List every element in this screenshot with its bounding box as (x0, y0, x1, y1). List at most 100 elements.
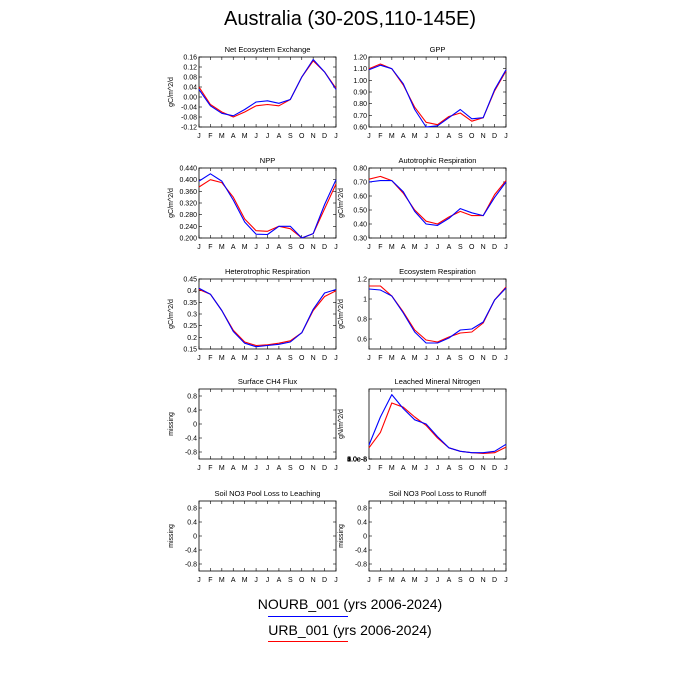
panel-title: Surface CH4 Flux (238, 377, 297, 386)
y-tick-label: -0.4 (185, 436, 197, 443)
x-tick-label: J (424, 244, 428, 251)
x-tick-label: A (231, 465, 236, 472)
x-tick-label: A (401, 244, 406, 251)
x-tick-label: A (401, 133, 406, 140)
x-tick-label: J (424, 133, 428, 140)
x-tick-label: F (378, 465, 382, 472)
y-tick-label: 0.0e-8 (347, 457, 367, 464)
panel-title: GPP (430, 45, 446, 54)
y-tick-label: -0.8 (355, 562, 367, 569)
x-tick-label: J (254, 577, 258, 584)
x-tick-label: D (492, 355, 497, 362)
y-tick-label: 0.4 (187, 408, 197, 415)
x-tick-label: J (367, 133, 371, 140)
y-tick-label: 0.8 (357, 506, 367, 513)
y-tick-label: 0.320 (179, 201, 197, 208)
x-tick-label: D (492, 577, 497, 584)
x-tick-label: J (266, 577, 270, 584)
x-tick-label: A (401, 577, 406, 584)
y-axis-label: gN/m^2/d (338, 409, 345, 439)
x-tick-label: A (447, 577, 452, 584)
x-tick-label: J (367, 244, 371, 251)
y-tick-label: 0.90 (353, 90, 367, 97)
y-tick-label: 1.2 (357, 277, 367, 284)
x-tick-label: M (242, 244, 248, 251)
x-tick-label: D (322, 244, 327, 251)
x-tick-label: S (458, 577, 463, 584)
panel-title: Soil NO3 Pool Loss to Runoff (389, 489, 487, 498)
x-tick-label: D (492, 244, 497, 251)
x-tick-label: A (277, 244, 282, 251)
y-tick-label: 4.0e-8 (347, 457, 367, 464)
x-tick-label: N (311, 465, 316, 472)
series-line-urb-001 (368, 175, 507, 225)
x-tick-label: M (412, 355, 418, 362)
x-tick-label: M (219, 133, 225, 140)
x-tick-label: M (242, 355, 248, 362)
x-tick-label: A (277, 577, 282, 584)
x-tick-label: J (367, 577, 371, 584)
y-tick-label: 0.04 (183, 85, 197, 92)
y-tick-label: 2.0e-8 (347, 457, 367, 464)
series-line-nourb-001 (368, 287, 507, 344)
x-tick-label: A (277, 355, 282, 362)
x-tick-label: A (447, 355, 452, 362)
x-tick-label: J (424, 355, 428, 362)
x-tick-label: M (242, 577, 248, 584)
series-line-urb-001 (368, 63, 507, 126)
y-axis-label: gC/m^2/d (168, 299, 175, 329)
x-tick-label: M (389, 465, 395, 472)
x-tick-label: M (219, 465, 225, 472)
y-tick-label: 1.10 (353, 66, 367, 73)
y-tick-label: 0.50 (353, 208, 367, 215)
panel-title: NPP (260, 156, 275, 165)
plot-frame (198, 56, 337, 128)
x-tick-label: J (424, 577, 428, 584)
x-tick-label: F (378, 355, 382, 362)
y-tick-label: 0.08 (183, 75, 197, 82)
y-tick-label: 0.440 (179, 166, 197, 173)
x-tick-label: A (231, 577, 236, 584)
x-tick-label: O (299, 465, 305, 472)
y-tick-label: 0.40 (353, 222, 367, 229)
x-tick-label: N (311, 244, 316, 251)
x-tick-label: M (219, 355, 225, 362)
x-tick-label: D (492, 133, 497, 140)
y-tick-label: 0.4 (187, 288, 197, 295)
x-tick-label: F (378, 244, 382, 251)
x-tick-label: J (266, 355, 270, 362)
y-tick-label: 1.00 (353, 78, 367, 85)
x-tick-label: J (334, 244, 338, 251)
y-tick-label: -0.8 (185, 450, 197, 457)
x-tick-label: J (266, 244, 270, 251)
x-tick-label: O (299, 355, 305, 362)
x-tick-label: M (389, 577, 395, 584)
x-tick-label: D (322, 577, 327, 584)
y-tick-label: 0.70 (353, 180, 367, 187)
legend-swatch-nourb (268, 616, 348, 617)
y-tick-label: 0 (363, 534, 367, 541)
y-axis-label: gC/m^2/d (338, 188, 345, 218)
y-tick-label: -0.4 (185, 548, 197, 555)
x-tick-label: J (254, 465, 258, 472)
y-axis-label: gC/m^2/d (338, 299, 345, 329)
x-tick-label: N (481, 577, 486, 584)
series-line-urb-001 (198, 60, 337, 118)
series-line-urb-001 (198, 288, 337, 347)
y-tick-label: 5.0e-8 (347, 457, 367, 464)
x-tick-label: J (436, 244, 440, 251)
y-tick-label: 0.8 (187, 394, 197, 401)
x-tick-label: J (254, 133, 258, 140)
x-tick-label: J (504, 244, 508, 251)
y-tick-label: 0.6 (357, 337, 367, 344)
legend-swatch-urb (268, 641, 348, 642)
panel-title: Heterotrophic Respiration (225, 267, 310, 276)
x-tick-label: S (288, 355, 293, 362)
y-tick-label: 0.60 (353, 194, 367, 201)
y-tick-label: 0.00 (183, 95, 197, 102)
x-tick-label: S (458, 244, 463, 251)
